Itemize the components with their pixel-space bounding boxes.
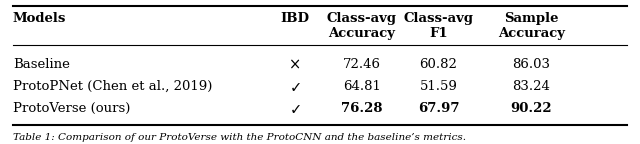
Text: Baseline: Baseline bbox=[13, 58, 70, 71]
Text: 83.24: 83.24 bbox=[512, 80, 550, 93]
Text: Models: Models bbox=[13, 12, 66, 24]
Text: 60.82: 60.82 bbox=[419, 58, 458, 71]
Text: ProtoVerse (ours): ProtoVerse (ours) bbox=[13, 102, 130, 115]
Text: $\checkmark$: $\checkmark$ bbox=[289, 101, 300, 116]
Text: 72.46: 72.46 bbox=[342, 58, 381, 71]
Text: Table 1: Comparison of our ProtoVerse with the ProtoCNN and the baseline’s metri: Table 1: Comparison of our ProtoVerse wi… bbox=[13, 133, 466, 142]
Text: 86.03: 86.03 bbox=[512, 58, 550, 71]
Text: Sample
Accuracy: Sample Accuracy bbox=[498, 12, 564, 39]
Text: Class-avg
Accuracy: Class-avg Accuracy bbox=[326, 12, 397, 39]
Text: 90.22: 90.22 bbox=[510, 102, 552, 115]
Text: ProtoPNet (Chen et al., 2019): ProtoPNet (Chen et al., 2019) bbox=[13, 80, 212, 93]
Text: 51.59: 51.59 bbox=[419, 80, 458, 93]
Text: 64.81: 64.81 bbox=[342, 80, 381, 93]
Text: IBD: IBD bbox=[280, 12, 309, 24]
Text: 76.28: 76.28 bbox=[341, 102, 382, 115]
Text: $\times$: $\times$ bbox=[288, 57, 301, 72]
Text: 67.97: 67.97 bbox=[418, 102, 459, 115]
Text: Class-avg
F1: Class-avg F1 bbox=[403, 12, 474, 39]
Text: $\checkmark$: $\checkmark$ bbox=[289, 79, 300, 94]
